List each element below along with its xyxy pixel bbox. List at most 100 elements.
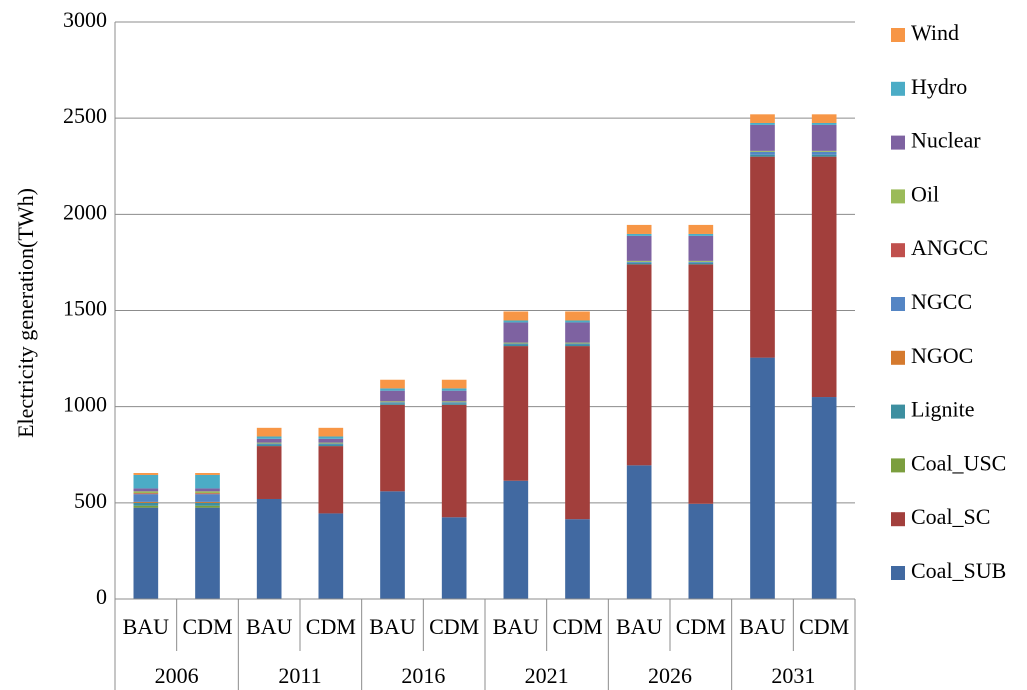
bar-segment-coal-sub bbox=[626, 465, 652, 599]
bar-segment-coal-sub bbox=[318, 513, 344, 599]
bar-segment-oil bbox=[318, 442, 344, 444]
bar-segment-lignite bbox=[750, 154, 775, 157]
bar-segment-coal-sc bbox=[380, 404, 405, 492]
bar-segment-nuclear bbox=[380, 390, 405, 402]
bar-segment-coal-sc bbox=[503, 346, 529, 481]
bar-segment-coal-sc bbox=[688, 264, 714, 504]
bar-segment-nuclear bbox=[256, 438, 282, 443]
bar-segment-wind bbox=[688, 224, 714, 234]
legend-label: NGOC bbox=[911, 343, 973, 368]
gridlines bbox=[115, 21, 855, 504]
legend-label: Coal_USC bbox=[911, 450, 1006, 475]
bar-segment-ngcc bbox=[380, 402, 405, 404]
x-group-label: 2011 bbox=[278, 663, 321, 688]
y-tick-label: 3000 bbox=[63, 7, 107, 32]
bar-segment-coal-sub bbox=[503, 480, 529, 599]
bar-segment-coal-sub bbox=[441, 517, 467, 599]
legend-swatch-coal-sc bbox=[891, 512, 905, 527]
x-axis: BAU CDM BAU CDM BAU CDM BAU CDM BAU CDM BAU CDM 2006… bbox=[114, 598, 856, 690]
bar-segment-nuclear bbox=[133, 488, 159, 492]
legend: Wind Hydro Nuclear Oil ANGCC NGCC NGOC Lignite C… bbox=[891, 20, 1006, 583]
bars bbox=[133, 114, 837, 599]
x-group-label: 2026 bbox=[648, 663, 692, 688]
bar-segment-lignite bbox=[503, 344, 529, 347]
bar-segment-angcc bbox=[195, 493, 220, 495]
legend-label: Oil bbox=[911, 181, 939, 206]
legend-swatch-nuclear bbox=[891, 135, 905, 150]
bar-segment-lignite bbox=[565, 344, 590, 347]
x-category-label: BAU bbox=[493, 614, 540, 639]
bar-segment-oil bbox=[565, 342, 590, 344]
bar-segment-hydro bbox=[380, 388, 405, 391]
bar-segment-wind bbox=[811, 114, 837, 123]
legend-label: NGCC bbox=[911, 289, 972, 314]
bar-segment-nuclear bbox=[318, 438, 344, 443]
x-group-label: 2031 bbox=[771, 663, 815, 688]
bar-segment-oil bbox=[441, 401, 467, 403]
bar-segment-hydro bbox=[441, 388, 467, 391]
bar-segment-coal-sub bbox=[565, 519, 590, 599]
bar-segment-coal-sc bbox=[811, 156, 837, 398]
legend-swatch-wind bbox=[891, 28, 905, 42]
bar-segment-oil bbox=[503, 342, 529, 344]
bar-segment-lignite bbox=[441, 403, 467, 405]
x-category-label: CDM bbox=[676, 614, 726, 639]
legend-swatch-ngoc bbox=[891, 350, 905, 365]
bar-segment-coal-sc bbox=[441, 404, 467, 518]
bar-segment-hydro bbox=[318, 436, 344, 439]
bar-segment-nuclear bbox=[750, 124, 775, 151]
bar-segment-coal-sub bbox=[811, 397, 837, 599]
legend-swatch-lignite bbox=[891, 404, 905, 419]
x-category-label: BAU bbox=[369, 614, 416, 639]
bar-segment-hydro bbox=[503, 320, 529, 323]
bar-segment-coal-sc bbox=[318, 446, 344, 514]
bar-segment-oil bbox=[811, 150, 837, 152]
bar-segment-wind bbox=[441, 379, 467, 389]
bar-segment-nuclear bbox=[503, 322, 529, 343]
bar-segment-wind bbox=[626, 224, 652, 234]
bar-segment-lignite bbox=[688, 262, 714, 265]
bar-segment-coal-usc bbox=[133, 505, 159, 508]
bar-segment-nuclear bbox=[195, 488, 220, 492]
bar-segment-ngoc bbox=[195, 501, 220, 503]
bar-segment-lignite bbox=[195, 502, 220, 506]
bar-segment-wind bbox=[256, 427, 282, 437]
bar-segment-coal-sub bbox=[380, 491, 405, 599]
legend-swatch-oil bbox=[891, 189, 905, 204]
bar-segment-wind bbox=[195, 473, 220, 475]
bar-segment-lignite bbox=[380, 403, 405, 405]
bar-segment-ngcc bbox=[441, 402, 467, 404]
legend-swatch-coal-sub bbox=[891, 566, 905, 580]
bar-segment-coal-sub bbox=[195, 507, 220, 599]
x-category-label: CDM bbox=[552, 614, 602, 639]
y-tick-label: 1500 bbox=[63, 296, 107, 321]
bar-segment-ngcc bbox=[750, 151, 775, 155]
x-category-label: BAU bbox=[616, 614, 663, 639]
bar-segment-wind bbox=[133, 473, 159, 475]
bar-segment-oil bbox=[750, 150, 775, 152]
bar-segment-oil bbox=[195, 491, 220, 494]
bar-segment-nuclear bbox=[626, 235, 652, 261]
bar-segment-lignite bbox=[811, 154, 837, 157]
bar-segment-oil bbox=[688, 260, 714, 262]
bar-segment-wind bbox=[318, 427, 344, 437]
x-group-label: 2016 bbox=[401, 663, 445, 688]
bar-segment-ngcc bbox=[688, 261, 714, 263]
x-category-label: CDM bbox=[306, 614, 356, 639]
bar-segment-coal-sub bbox=[256, 498, 282, 599]
bar-segment-angcc bbox=[133, 493, 159, 495]
bar-segment-hydro bbox=[195, 474, 220, 489]
bar-segment-ngcc bbox=[133, 494, 159, 502]
x-category-label: BAU bbox=[739, 614, 786, 639]
legend-label: Coal_SC bbox=[911, 504, 990, 529]
x-category-label: CDM bbox=[799, 614, 849, 639]
bar-segment-oil bbox=[256, 442, 282, 444]
legend-swatch-hydro bbox=[891, 81, 905, 96]
bar-segment-wind bbox=[565, 311, 590, 321]
y-tick-label: 2000 bbox=[63, 199, 107, 224]
bar-segment-ngcc bbox=[318, 443, 344, 445]
y-axis-label: Electricity generation(TWh) bbox=[13, 188, 38, 438]
bar-segment-coal-sc bbox=[626, 264, 652, 466]
bar-segment-coal-sub bbox=[688, 503, 714, 599]
